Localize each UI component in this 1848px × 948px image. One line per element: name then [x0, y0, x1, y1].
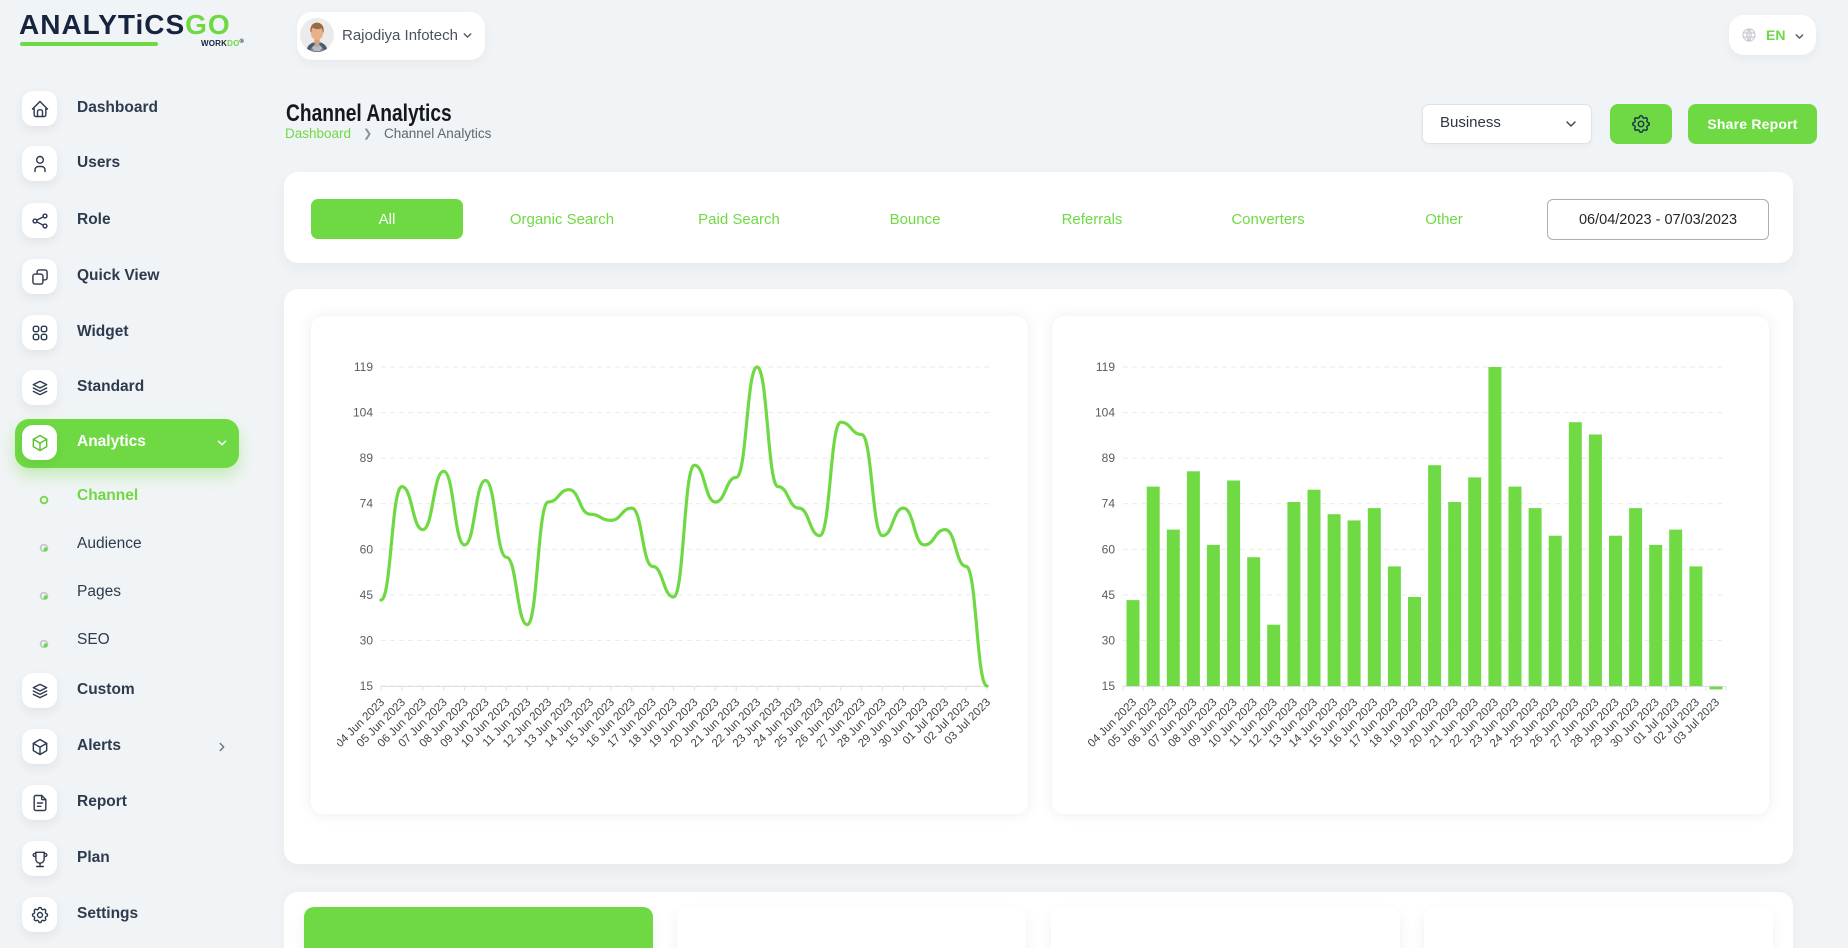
svg-text:45: 45 — [1102, 588, 1116, 602]
svg-text:15: 15 — [1102, 679, 1116, 693]
svg-text:104: 104 — [353, 406, 373, 420]
svg-text:45: 45 — [360, 588, 374, 602]
svg-text:119: 119 — [1096, 360, 1115, 374]
svg-text:60: 60 — [1102, 542, 1116, 556]
svg-text:30: 30 — [1102, 633, 1116, 647]
svg-text:89: 89 — [1102, 451, 1116, 465]
svg-text:104: 104 — [1095, 406, 1115, 420]
svg-text:74: 74 — [1102, 497, 1116, 511]
svg-text:30: 30 — [360, 633, 374, 647]
svg-text:89: 89 — [360, 451, 374, 465]
svg-text:74: 74 — [360, 497, 374, 511]
svg-text:60: 60 — [360, 542, 374, 556]
svg-text:119: 119 — [354, 360, 373, 374]
svg-text:15: 15 — [360, 679, 374, 693]
